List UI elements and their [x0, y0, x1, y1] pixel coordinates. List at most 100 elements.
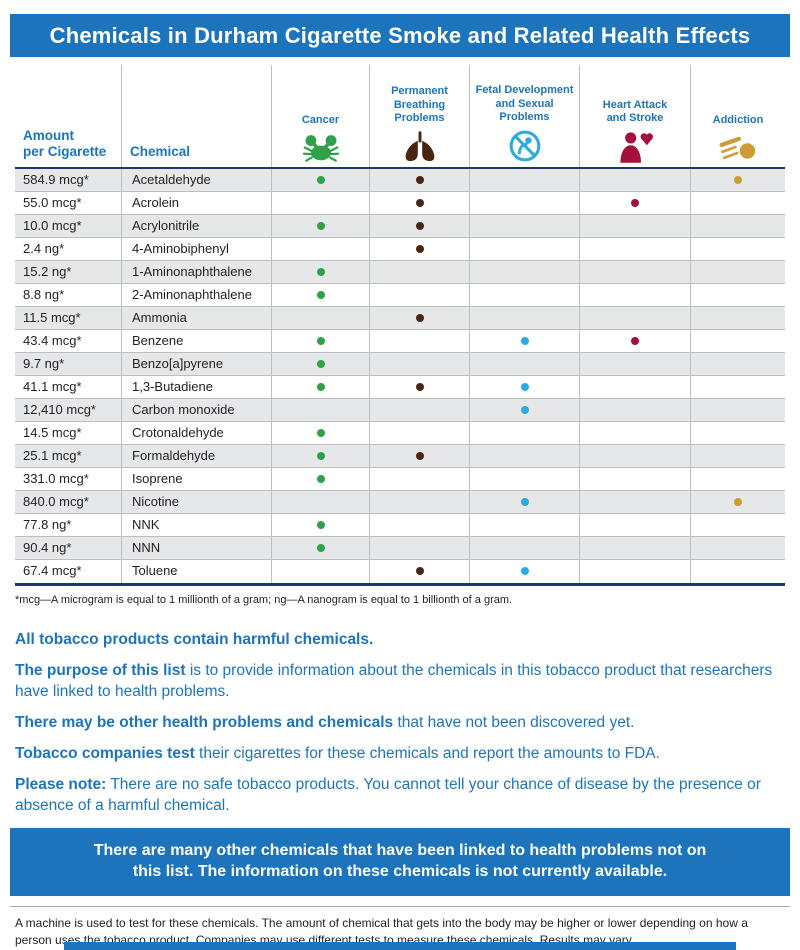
paragraph-rest: There are no safe tobacco products. You …	[15, 775, 761, 814]
cancer-effect-dot	[316, 382, 325, 391]
amount-cell: 840.0 mcg*	[23, 494, 89, 509]
breathing-cell	[369, 491, 469, 513]
addiction-cell	[690, 330, 785, 352]
cancer-effect-dot	[316, 290, 325, 299]
amount-cell: 77.8 ng*	[23, 517, 72, 532]
addiction-column-label: Addiction	[712, 114, 764, 127]
fetal-cell	[469, 468, 579, 490]
fetal-effect-dot	[520, 497, 529, 506]
amount-cell: 41.1 mcg*	[23, 379, 82, 394]
page-title: Chemicals in Durham Cigarette Smoke and …	[49, 22, 751, 48]
table-row: 9.7 ng* Benzo[a]pyrene	[15, 353, 785, 376]
paragraph-lead: Tobacco companies test	[15, 744, 195, 762]
fetal-effect-dot	[520, 566, 529, 575]
heart-attack-stroke-icon	[620, 132, 653, 163]
paragraph-lead: All tobacco products contain harmful che…	[15, 631, 374, 648]
cancer-cell	[271, 353, 369, 375]
amount-cell: 55.0 mcg*	[23, 195, 82, 210]
addiction-cell	[690, 215, 785, 237]
fetal-cell	[469, 284, 579, 306]
cancer-effect-dot	[316, 175, 325, 184]
amount-cell: 12,410 mcg*	[23, 402, 96, 417]
paragraph-rest: their cigarettes for these chemicals and…	[194, 744, 660, 762]
addiction-cell	[690, 307, 785, 329]
cancer-cell	[271, 169, 369, 191]
breathing-cell	[369, 353, 469, 375]
chemicals-table: Amount per Cigarette Chemical Cancer Per…	[15, 65, 785, 586]
cancer-crab-icon	[302, 135, 339, 162]
cancer-cell	[271, 330, 369, 352]
addiction-cell	[690, 376, 785, 398]
fetal-cell	[469, 445, 579, 467]
amount-header: Amount per Cigarette	[23, 127, 107, 159]
fetal-cell	[469, 399, 579, 421]
title-bar: Chemicals in Durham Cigarette Smoke and …	[10, 14, 790, 57]
breathing-cell	[369, 514, 469, 536]
table-row: 12,410 mcg* Carbon monoxide	[15, 399, 785, 422]
addiction-cell	[690, 422, 785, 444]
breathing-effect-dot	[415, 313, 424, 322]
chemical-cell: Formaldehyde	[121, 445, 271, 467]
cancer-effect-dot	[316, 428, 325, 437]
cancer-cell	[271, 215, 369, 237]
heart-header-cell: Heart Attack and Stroke	[579, 65, 690, 167]
paragraph-lead: There may be other health problems and c…	[15, 713, 394, 731]
paragraph-lead: Please note:	[15, 775, 107, 793]
amount-header-cell: Amount per Cigarette	[15, 65, 121, 167]
amount-cell: 11.5 mcg*	[23, 310, 81, 325]
chemical-cell: Isoprene	[121, 468, 271, 490]
chemical-cell: Acetaldehyde	[121, 169, 271, 191]
amount-cell: 8.8 ng*	[23, 287, 65, 302]
addiction-cell	[690, 284, 785, 306]
amount-cell: 2.4 ng*	[23, 241, 65, 256]
table-row: 8.8 ng* 2-Aminonaphthalene	[15, 284, 785, 307]
fetal-cell	[469, 514, 579, 536]
fetal-cell	[469, 192, 579, 214]
breathing-effect-dot	[415, 566, 424, 575]
amount-cell: 43.4 mcg*	[23, 333, 82, 348]
breathing-effect-dot	[415, 175, 424, 184]
amount-cell: 67.4 mcg*	[23, 563, 82, 578]
breathing-effect-dot	[415, 382, 424, 391]
paragraph-purpose: The purpose of this list is to provide i…	[15, 661, 785, 703]
amount-cell: 14.5 mcg*	[23, 425, 82, 440]
cancer-cell	[271, 491, 369, 513]
chemical-cell: 4-Aminobiphenyl	[121, 238, 271, 260]
cancer-effect-dot	[316, 359, 325, 368]
amount-cell: 10.0 mcg*	[23, 218, 82, 233]
fetal-cell	[469, 330, 579, 352]
chemical-cell: 2-Aminonaphthalene	[121, 284, 271, 306]
breathing-header-cell: Permanent Breathing Problems	[369, 65, 469, 167]
addiction-cell	[690, 353, 785, 375]
table-row: 67.4 mcg* Toluene	[15, 560, 785, 583]
breathing-cell	[369, 399, 469, 421]
addiction-cell	[690, 169, 785, 191]
table-row: 2.4 ng* 4-Aminobiphenyl	[15, 238, 785, 261]
table-row: 55.0 mcg* Acrolein	[15, 192, 785, 215]
paragraph-all-tobacco: All tobacco products contain harmful che…	[15, 630, 785, 651]
fetal-cell	[469, 560, 579, 583]
chemical-cell: Carbon monoxide	[121, 399, 271, 421]
breathing-cell	[369, 215, 469, 237]
heart-cell	[579, 514, 690, 536]
heart-column-label: Heart Attack and Stroke	[602, 98, 668, 125]
heart-effect-dot	[631, 336, 639, 345]
addiction-cell	[690, 537, 785, 559]
addiction-cell	[690, 468, 785, 490]
table-row: 11.5 mcg* Ammonia	[15, 307, 785, 330]
breathing-cell	[369, 192, 469, 214]
fetal-effect-dot	[520, 382, 529, 391]
cancer-cell	[271, 261, 369, 283]
table-row: 90.4 ng* NNN	[15, 537, 785, 560]
banner-text: There are many other chemicals that have…	[93, 842, 707, 881]
breathing-effect-dot	[415, 198, 424, 207]
breathing-cell	[369, 537, 469, 559]
other-chemicals-banner: There are many other chemicals that have…	[10, 828, 790, 897]
fetal-prohibited-icon	[509, 130, 540, 162]
amount-cell: 15.2 ng*	[23, 264, 72, 279]
addiction-cell	[690, 192, 785, 214]
addiction-cell	[690, 445, 785, 467]
heart-cell	[579, 445, 690, 467]
lungs-icon	[405, 131, 434, 162]
breathing-effect-dot	[415, 221, 424, 230]
